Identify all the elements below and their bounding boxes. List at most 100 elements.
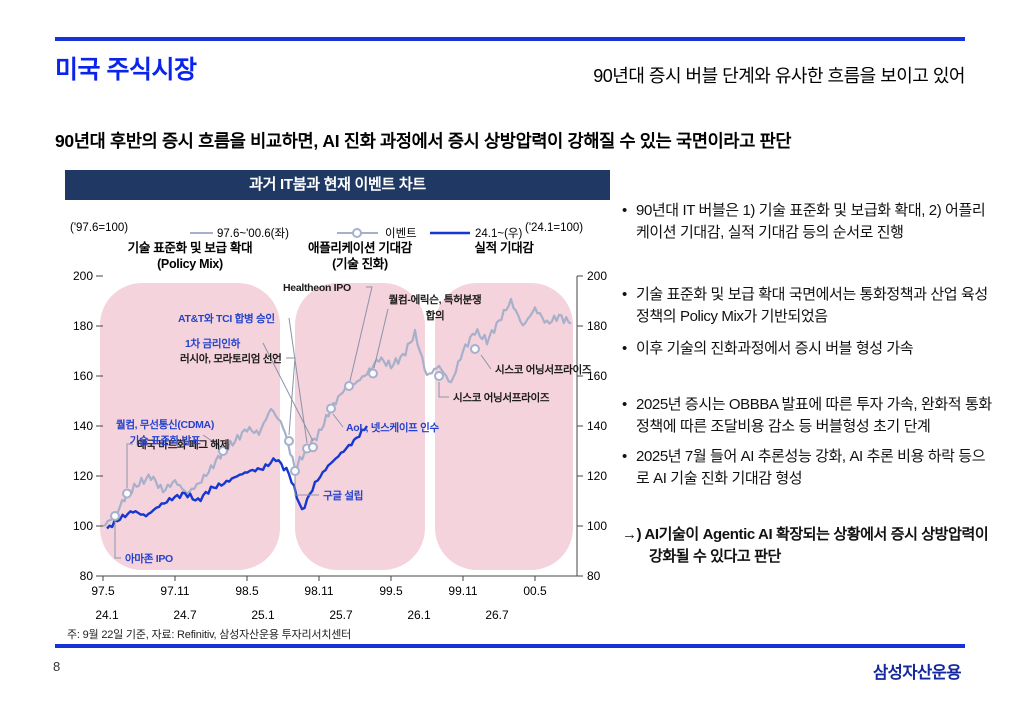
chart-area: 기술 표준화 및 보급 확대 (Policy Mix) 애플리케이션 기대감 (기술 … bbox=[55, 205, 615, 625]
svg-text:180: 180 bbox=[73, 319, 93, 333]
bullet-dot bbox=[622, 338, 636, 360]
event-marker bbox=[344, 381, 354, 391]
svg-text:200: 200 bbox=[587, 269, 607, 283]
event-marker bbox=[122, 488, 132, 499]
svg-text:160: 160 bbox=[587, 369, 607, 383]
event-marker bbox=[218, 446, 228, 456]
bullet-item: 2025년 7월 들어 AI 추론성능 강화, AI 추론 비용 하락 등으로 … bbox=[622, 446, 994, 490]
event-marker bbox=[284, 436, 294, 446]
svg-text:120: 120 bbox=[73, 469, 93, 483]
bullet-list: 90년대 IT 버블은 1) 기술 표준화 및 보급화 확대, 2) 어플리케이… bbox=[622, 200, 994, 568]
svg-text:25.7: 25.7 bbox=[329, 608, 353, 622]
svg-text:이벤트: 이벤트 bbox=[385, 227, 417, 240]
event-label: 합의 bbox=[426, 309, 445, 322]
svg-text:140: 140 bbox=[587, 419, 607, 433]
event-marker bbox=[470, 344, 480, 354]
event-marker bbox=[434, 371, 444, 381]
svg-text:98.5: 98.5 bbox=[235, 584, 259, 598]
event-label: 기술 표준화 발표 bbox=[130, 434, 201, 447]
svg-text:100: 100 bbox=[587, 519, 607, 533]
svg-text:97.5: 97.5 bbox=[91, 584, 115, 598]
conclusion-arrow: →) AI기술이 Agentic AI 확장되는 상황에서 증시 상방압력이 강… bbox=[622, 524, 994, 568]
svg-text:26.7: 26.7 bbox=[485, 608, 509, 622]
page-number: 8 bbox=[53, 659, 61, 674]
svg-text:애플리케이션 기대감: 애플리케이션 기대감 bbox=[308, 240, 413, 255]
svg-text:24.1: 24.1 bbox=[95, 608, 119, 622]
event-label: Healtheon IPO bbox=[283, 282, 351, 294]
bullet-item: 2025년 증시는 OBBBA 발표에 따른 투자 가속, 완화적 통화정책에 … bbox=[622, 394, 994, 438]
svg-text:140: 140 bbox=[73, 419, 93, 433]
event-label: 시스코 어닝서프라이즈 bbox=[495, 363, 592, 376]
bullet-text: 90년대 IT 버블은 1) 기술 표준화 및 보급화 확대, 2) 어플리케이… bbox=[636, 202, 986, 241]
right-scale-note: ('24.1=100) bbox=[525, 222, 583, 234]
left-scale-note: ('97.6=100) bbox=[70, 222, 128, 234]
key-statement: 90년대 후반의 증시 흐름을 비교하면, AI 진화 과정에서 증시 상방압력… bbox=[55, 131, 792, 151]
bottom-rule bbox=[55, 644, 965, 648]
bullet-text: 2025년 증시는 OBBBA 발표에 따른 투자 가속, 완화적 통화정책에 … bbox=[636, 396, 992, 435]
event-label: AoL, 넷스케이프 인수 bbox=[346, 421, 440, 434]
event-markers bbox=[110, 344, 480, 521]
event-label: 퀄컴-에릭슨, 특허분쟁 bbox=[389, 293, 482, 306]
chart-legend: 97.6~'00.6(좌) 이벤트 24.1~(우) bbox=[190, 227, 523, 240]
event-marker bbox=[110, 511, 120, 521]
svg-text:25.1: 25.1 bbox=[251, 608, 275, 622]
svg-text:120: 120 bbox=[587, 469, 607, 483]
header-subtitle: 90년대 증시 버블 단계와 유사한 흐름을 보이고 있어 bbox=[593, 66, 965, 86]
event-label: 아마존 IPO bbox=[125, 552, 173, 565]
svg-text:100: 100 bbox=[73, 519, 93, 533]
conclusion-text: AI기술이 Agentic AI 확장되는 상황에서 증시 상방압력이 강화될 … bbox=[644, 526, 989, 565]
svg-text:97.11: 97.11 bbox=[160, 584, 189, 598]
conclusion-prefix: →) bbox=[622, 526, 642, 543]
chart-title-bar: 과거 IT붐과 현재 이벤트 차트 bbox=[65, 170, 610, 200]
event-label: 1차 금리인하 bbox=[185, 337, 241, 350]
svg-text:99.5: 99.5 bbox=[379, 584, 403, 598]
svg-text:기술 표준화 및 보급 확대: 기술 표준화 및 보급 확대 bbox=[128, 240, 253, 255]
event-label: 태국 바트화 페그 해제 bbox=[137, 438, 229, 451]
axes: 80 80 100 100 120 120 140 140 160 160 180 180 200 200… bbox=[73, 269, 607, 622]
svg-text:180: 180 bbox=[587, 319, 607, 333]
bullet-dot bbox=[622, 284, 636, 328]
event-labels: 아마존 IPO 태국 바트화 페그 해제 퀄컴, 무선통신(CDMA) 기술 표준화 … bbox=[116, 282, 592, 565]
event-label: 구글 설립 bbox=[323, 489, 363, 502]
bullet-dot bbox=[622, 200, 636, 244]
event-connectors bbox=[114, 286, 492, 559]
phase-panels bbox=[100, 283, 573, 570]
bullet-text: 기술 표준화 및 보급 확대 국면에서는 통화정책과 산업 육성 정책의 Pol… bbox=[636, 286, 988, 325]
series-2024 bbox=[106, 425, 369, 530]
svg-text:(기술 진화): (기술 진화) bbox=[332, 256, 388, 271]
svg-text:실적 기대감: 실적 기대감 bbox=[474, 240, 534, 255]
svg-text:160: 160 bbox=[73, 369, 93, 383]
event-label: AT&T와 TCI 합병 승인 bbox=[178, 312, 275, 325]
event-label: 시스코 어닝서프라이즈 bbox=[453, 391, 550, 404]
event-marker bbox=[308, 442, 318, 453]
event-label: 러시아, 모라토리엄 선언 bbox=[180, 352, 281, 365]
svg-text:98.11: 98.11 bbox=[304, 584, 333, 598]
svg-text:80: 80 bbox=[587, 569, 601, 583]
svg-text:26.1: 26.1 bbox=[407, 608, 431, 622]
bullet-item: 기술 표준화 및 보급 확대 국면에서는 통화정책과 산업 육성 정책의 Pol… bbox=[622, 284, 994, 328]
event-label: 퀄컴, 무선통신(CDMA) bbox=[116, 418, 214, 431]
event-chart: 기술 표준화 및 보급 확대 (Policy Mix) 애플리케이션 기대감(기술 … bbox=[70, 222, 607, 622]
svg-text:00.5: 00.5 bbox=[523, 584, 547, 598]
event-marker bbox=[368, 368, 378, 379]
svg-text:(Policy Mix): (Policy Mix) bbox=[157, 257, 223, 271]
event-marker bbox=[326, 403, 336, 414]
company-logo: 삼성자산운용 bbox=[873, 664, 962, 682]
event-marker bbox=[290, 466, 300, 476]
bullet-item: 90년대 IT 버블은 1) 기술 표준화 및 보급화 확대, 2) 어플리케이… bbox=[622, 200, 994, 244]
bullet-item: 이후 기술의 진화과정에서 증시 버블 형성 가속 bbox=[622, 338, 994, 360]
phase-labels: 기술 표준화 및 보급 확대 (Policy Mix) 애플리케이션 기대감(기술 … bbox=[128, 240, 535, 271]
svg-text:24.1~(우): 24.1~(우) bbox=[475, 227, 523, 240]
svg-text:99.11: 99.11 bbox=[448, 584, 477, 598]
svg-text:97.6~'00.6(좌): 97.6~'00.6(좌) bbox=[217, 227, 289, 240]
bullet-dot bbox=[622, 446, 636, 490]
page-title: 미국 주식시장 bbox=[55, 56, 197, 84]
svg-text:80: 80 bbox=[80, 569, 94, 583]
bullet-text: 2025년 7월 들어 AI 추론성능 강화, AI 추론 비용 하락 등으로 … bbox=[636, 448, 986, 487]
top-rule bbox=[55, 37, 965, 41]
source-footnote: 주: 9월 22일 기준, 자료: Refinitiv, 삼성자산운용 투자리서… bbox=[67, 629, 352, 641]
svg-text:24.7: 24.7 bbox=[173, 608, 197, 622]
series-1997 bbox=[102, 297, 572, 528]
bullet-dot bbox=[622, 394, 636, 438]
